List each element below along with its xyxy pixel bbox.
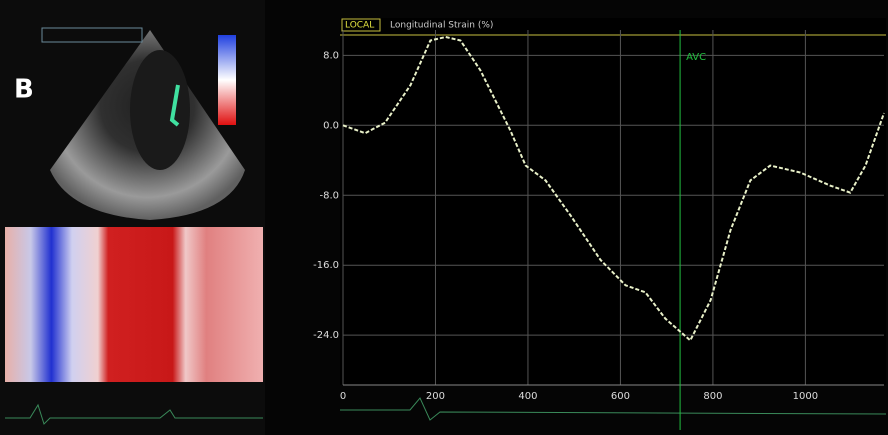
annotation: AVC xyxy=(686,52,706,63)
screen: B LOCAL Longitudinal Strain (%) 8.0 0.0 -8… xyxy=(0,0,888,435)
panel-label: B xyxy=(14,75,34,105)
color-bar xyxy=(218,35,236,125)
chart-title: Longitudinal Strain (%) xyxy=(390,21,493,31)
x-tick-label: 200 xyxy=(426,391,445,402)
x-tick-label: 800 xyxy=(703,391,722,402)
ventricle xyxy=(130,50,190,170)
y-tick-label: 8.0 xyxy=(323,50,339,61)
y-tick-label: -24.0 xyxy=(313,330,339,341)
y-tick-label: 0.0 xyxy=(323,120,339,131)
y-tick-label: -8.0 xyxy=(319,190,339,201)
x-tick-label: 0 xyxy=(340,391,346,402)
plot-area xyxy=(340,18,886,385)
m-mode-strip xyxy=(5,227,263,382)
mode-label: LOCAL xyxy=(345,21,374,31)
x-tick-label: 600 xyxy=(611,391,630,402)
x-tick-label: 1000 xyxy=(793,391,818,402)
x-tick-label: 400 xyxy=(518,391,537,402)
y-tick-label: -16.0 xyxy=(313,260,339,271)
